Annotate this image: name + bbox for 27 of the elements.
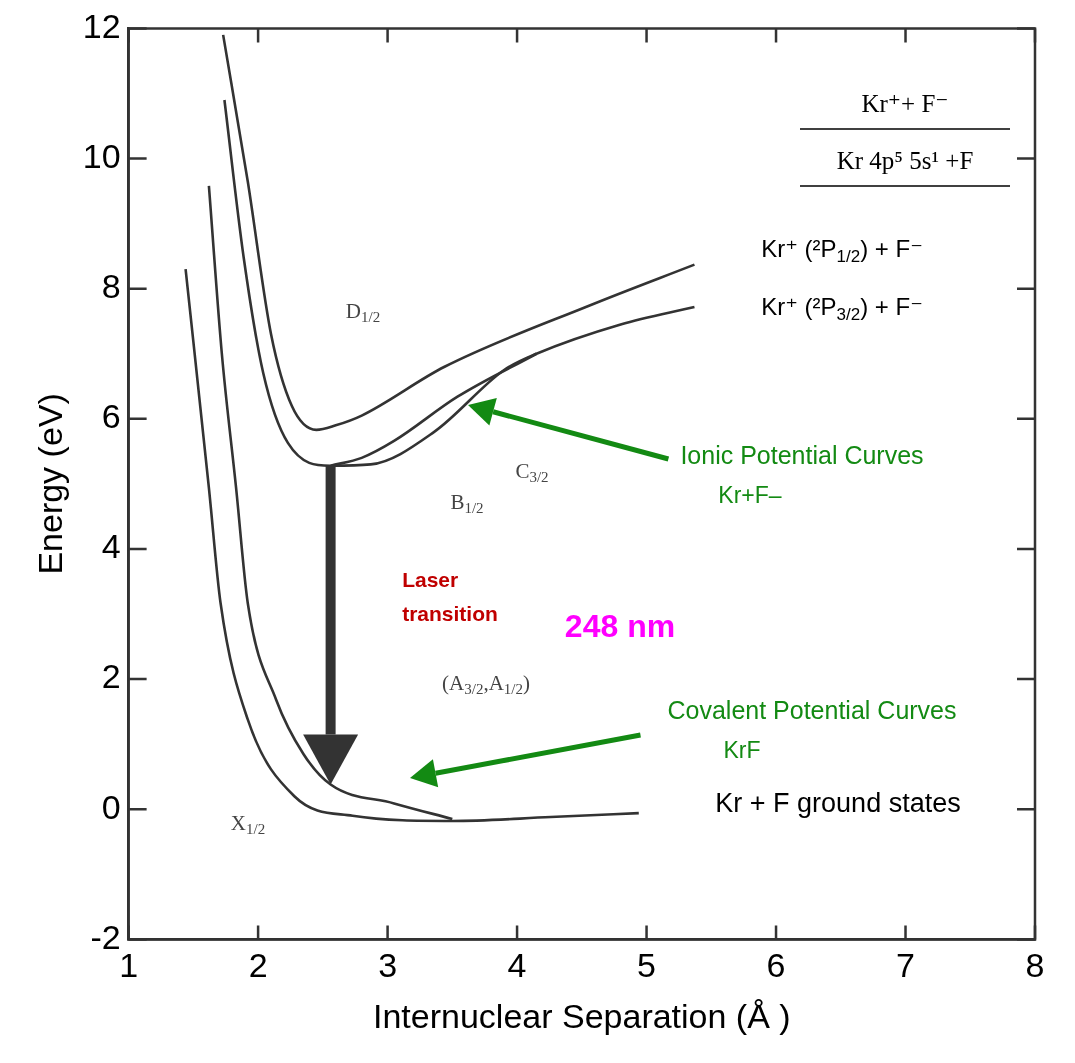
x-tick-label: 5 bbox=[637, 946, 657, 985]
y-tick-label: -2 bbox=[90, 917, 121, 956]
x-tick-label: 8 bbox=[1025, 946, 1045, 985]
annotation: Ionic Potential Curves bbox=[680, 440, 924, 469]
y-tick-label: 12 bbox=[82, 6, 121, 45]
annotation: Covalent Potential Curves bbox=[667, 695, 957, 724]
x-tick-label: 1 bbox=[119, 946, 139, 985]
y-tick-label: 0 bbox=[101, 787, 121, 826]
x-tick-label: 6 bbox=[766, 946, 786, 985]
annotation: Kr+F– bbox=[718, 482, 782, 509]
x-tick-label: 7 bbox=[896, 946, 915, 985]
x-tick-label: 4 bbox=[507, 946, 527, 985]
annotation: 248 nm bbox=[564, 607, 676, 644]
annotation: KrF bbox=[723, 737, 761, 764]
x-axis-title: Internuclear Separation (Å ) bbox=[372, 996, 791, 1035]
y-tick-label: 6 bbox=[101, 397, 121, 436]
y-tick-label: 10 bbox=[82, 136, 121, 175]
x-tick-label: 2 bbox=[248, 946, 268, 985]
annotation: Laser transition bbox=[402, 568, 498, 625]
annotation: Kr⁺+ F⁻ bbox=[861, 89, 949, 117]
annotation: Kr + F ground states bbox=[715, 788, 961, 819]
x-tick-label: 3 bbox=[378, 946, 398, 985]
y-tick-label: 2 bbox=[101, 657, 121, 696]
y-tick-label: 8 bbox=[101, 267, 121, 306]
annotation: Kr 4p⁵ 5s¹ +F bbox=[836, 146, 974, 174]
y-axis-title: Energy (eV) bbox=[30, 393, 69, 575]
y-tick-label: 4 bbox=[101, 527, 121, 566]
